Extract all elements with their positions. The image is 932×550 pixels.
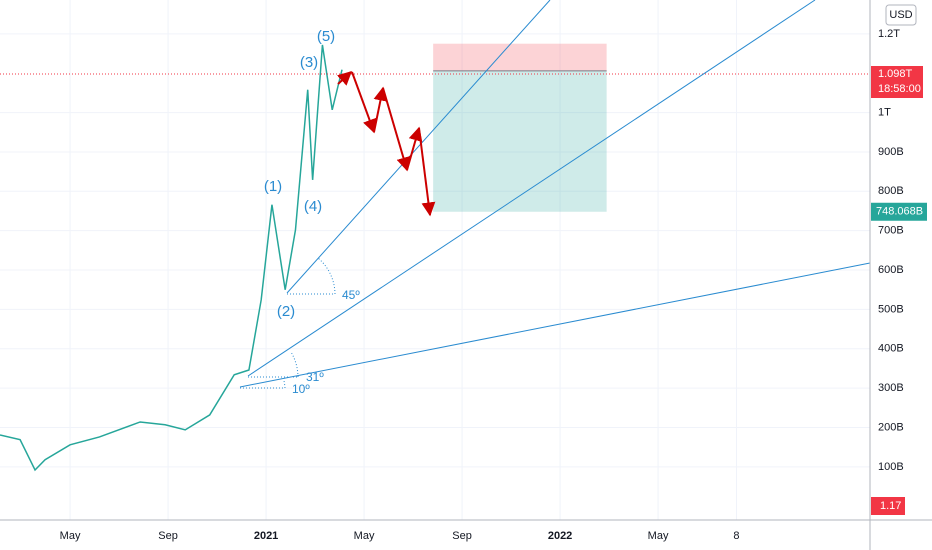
y-tick-label: 900B bbox=[878, 146, 904, 158]
countdown: 18:58:00 bbox=[878, 83, 921, 95]
x-tick-label: May bbox=[60, 530, 81, 542]
x-tick-label: Sep bbox=[452, 530, 472, 542]
price-labels: 1.098T 18:58:00 748.068B 1.17 bbox=[871, 66, 927, 515]
y-tick-label: 1T bbox=[878, 106, 891, 118]
y-tick-label: 600B bbox=[878, 264, 904, 276]
position bbox=[433, 43, 607, 212]
x-tick-label: May bbox=[354, 530, 375, 542]
wave-label: (4) bbox=[304, 198, 322, 215]
plot bbox=[0, 44, 870, 472]
indicator-box bbox=[871, 497, 905, 515]
fan-lines bbox=[239, 0, 871, 389]
x-tick-label: 8 bbox=[733, 530, 739, 542]
wave-label: (1) bbox=[264, 178, 282, 195]
x-tick-label: Sep bbox=[158, 530, 178, 542]
y-tick-label: 300B bbox=[878, 382, 904, 394]
y-tick-label: 700B bbox=[878, 225, 904, 237]
angle-label: 45º bbox=[342, 288, 360, 302]
wave-label: (5) bbox=[317, 28, 335, 45]
y-tick-label: 400B bbox=[878, 343, 904, 355]
forecast-arrows bbox=[336, 71, 436, 217]
stop-zone bbox=[433, 43, 607, 71]
y-tick-label: 200B bbox=[878, 421, 904, 433]
y-tick-label: 100B bbox=[878, 461, 904, 473]
target-box bbox=[871, 202, 927, 221]
angle-label: 31º bbox=[306, 370, 324, 384]
x-tick-label: May bbox=[648, 530, 669, 542]
currency-box[interactable] bbox=[885, 4, 917, 26]
target-label: 748.068B bbox=[876, 206, 923, 218]
x-tick-label: 2021 bbox=[254, 530, 278, 542]
last-price-label: 1.098T bbox=[878, 68, 913, 80]
wave-label: (2) bbox=[277, 303, 295, 320]
indicator-label: 1.17 bbox=[880, 500, 901, 512]
last-price-box bbox=[871, 66, 923, 99]
angle-label: 10º bbox=[292, 382, 310, 396]
x-tick-label: 2022 bbox=[548, 530, 572, 542]
y-tick-label: 500B bbox=[878, 303, 904, 315]
y-tick-label: 800B bbox=[878, 185, 904, 197]
target-zone bbox=[433, 70, 607, 212]
price-line bbox=[0, 44, 343, 472]
currency: USD bbox=[889, 9, 912, 21]
y-tick-label: 1.2T bbox=[878, 28, 900, 40]
wave-label: (3) bbox=[300, 54, 318, 71]
